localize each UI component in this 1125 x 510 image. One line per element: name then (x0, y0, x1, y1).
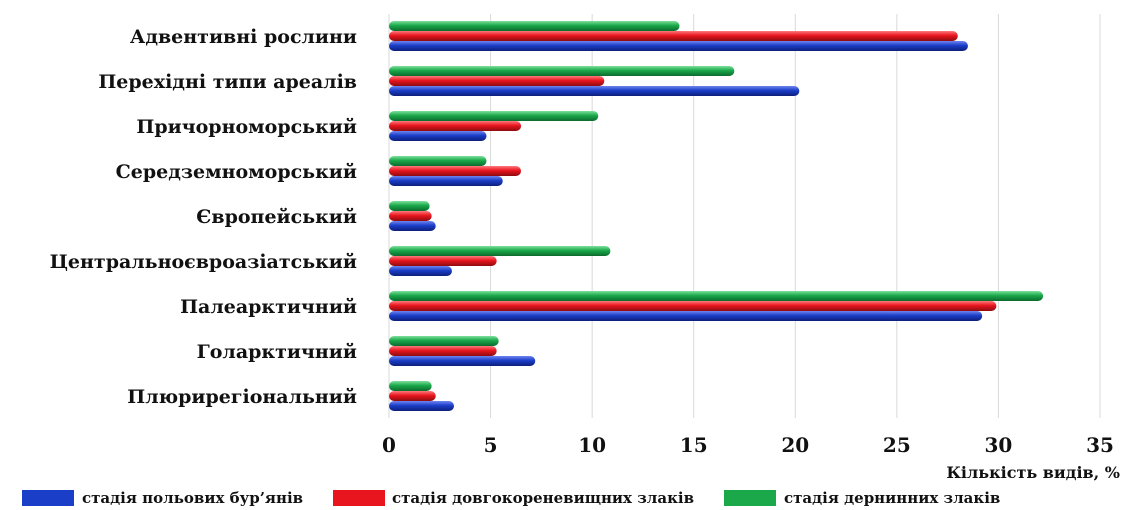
bar-rhizome-grasses (389, 121, 522, 131)
bar-sod-grasses (389, 21, 680, 31)
bars (389, 21, 1044, 411)
legend-label: стадія довгокореневищних злаків (392, 489, 694, 507)
category-label: Причорноморський (136, 116, 357, 138)
bar-field-weeds (389, 401, 455, 411)
bar-rhizome-grasses (389, 31, 958, 41)
x-tick-label: 25 (883, 433, 911, 457)
bar-rhizome-grasses (389, 166, 522, 176)
legend-label: стадія дернинних злаків (784, 489, 1000, 507)
legend-swatch (333, 490, 385, 506)
x-axis-title: Кількість видів, % (946, 463, 1120, 482)
category-label: Європейський (196, 206, 357, 228)
bar-rhizome-grasses (389, 391, 436, 401)
bar-sod-grasses (389, 381, 432, 391)
x-tick-label: 0 (382, 433, 396, 457)
bar-rhizome-grasses (389, 76, 605, 86)
bar-sod-grasses (389, 246, 611, 256)
bar-rhizome-grasses (389, 301, 997, 311)
bar-sod-grasses (389, 156, 487, 166)
category-label: Перехідні типи ареалів (98, 71, 357, 93)
bar-field-weeds (389, 266, 452, 276)
category-label: Палеарктичний (180, 296, 357, 318)
bar-field-weeds (389, 311, 983, 321)
x-tick-label: 35 (1086, 433, 1114, 457)
x-tick-label: 15 (680, 433, 708, 457)
bar-sod-grasses (389, 66, 735, 76)
bar-field-weeds (389, 356, 536, 366)
legend-label: стадія польових бур’янів (82, 489, 303, 507)
bar-rhizome-grasses (389, 256, 497, 266)
x-tick-label: 20 (781, 433, 809, 457)
bar-rhizome-grasses (389, 346, 497, 356)
category-labels: Адвентивні рослини Перехідні типи ареалів… (50, 26, 357, 408)
bar-sod-grasses (389, 201, 430, 211)
category-label: Голарктичний (197, 341, 357, 363)
category-label: Центральноєвроазіатський (50, 251, 357, 273)
bar-field-weeds (389, 131, 487, 141)
bar-field-weeds (389, 41, 968, 51)
bar-rhizome-grasses (389, 211, 432, 221)
legend: стадія польових бур’янів стадія довгокоре… (22, 489, 1000, 507)
bar-field-weeds (389, 221, 436, 231)
bar-field-weeds (389, 176, 503, 186)
category-label: Середземноморський (116, 161, 357, 183)
x-tick-label: 30 (985, 433, 1013, 457)
x-tick-label: 5 (484, 433, 498, 457)
legend-swatch (724, 490, 776, 506)
category-label: Плюрирегіональний (127, 386, 357, 408)
bar-sod-grasses (389, 291, 1044, 301)
legend-swatch (22, 490, 74, 506)
bar-sod-grasses (389, 111, 599, 121)
bar-sod-grasses (389, 336, 499, 346)
x-tick-labels: 0 5 10 15 20 25 30 35 (382, 433, 1114, 457)
x-tick-label: 10 (578, 433, 606, 457)
bar-field-weeds (389, 86, 800, 96)
category-label: Адвентивні рослини (130, 26, 357, 48)
